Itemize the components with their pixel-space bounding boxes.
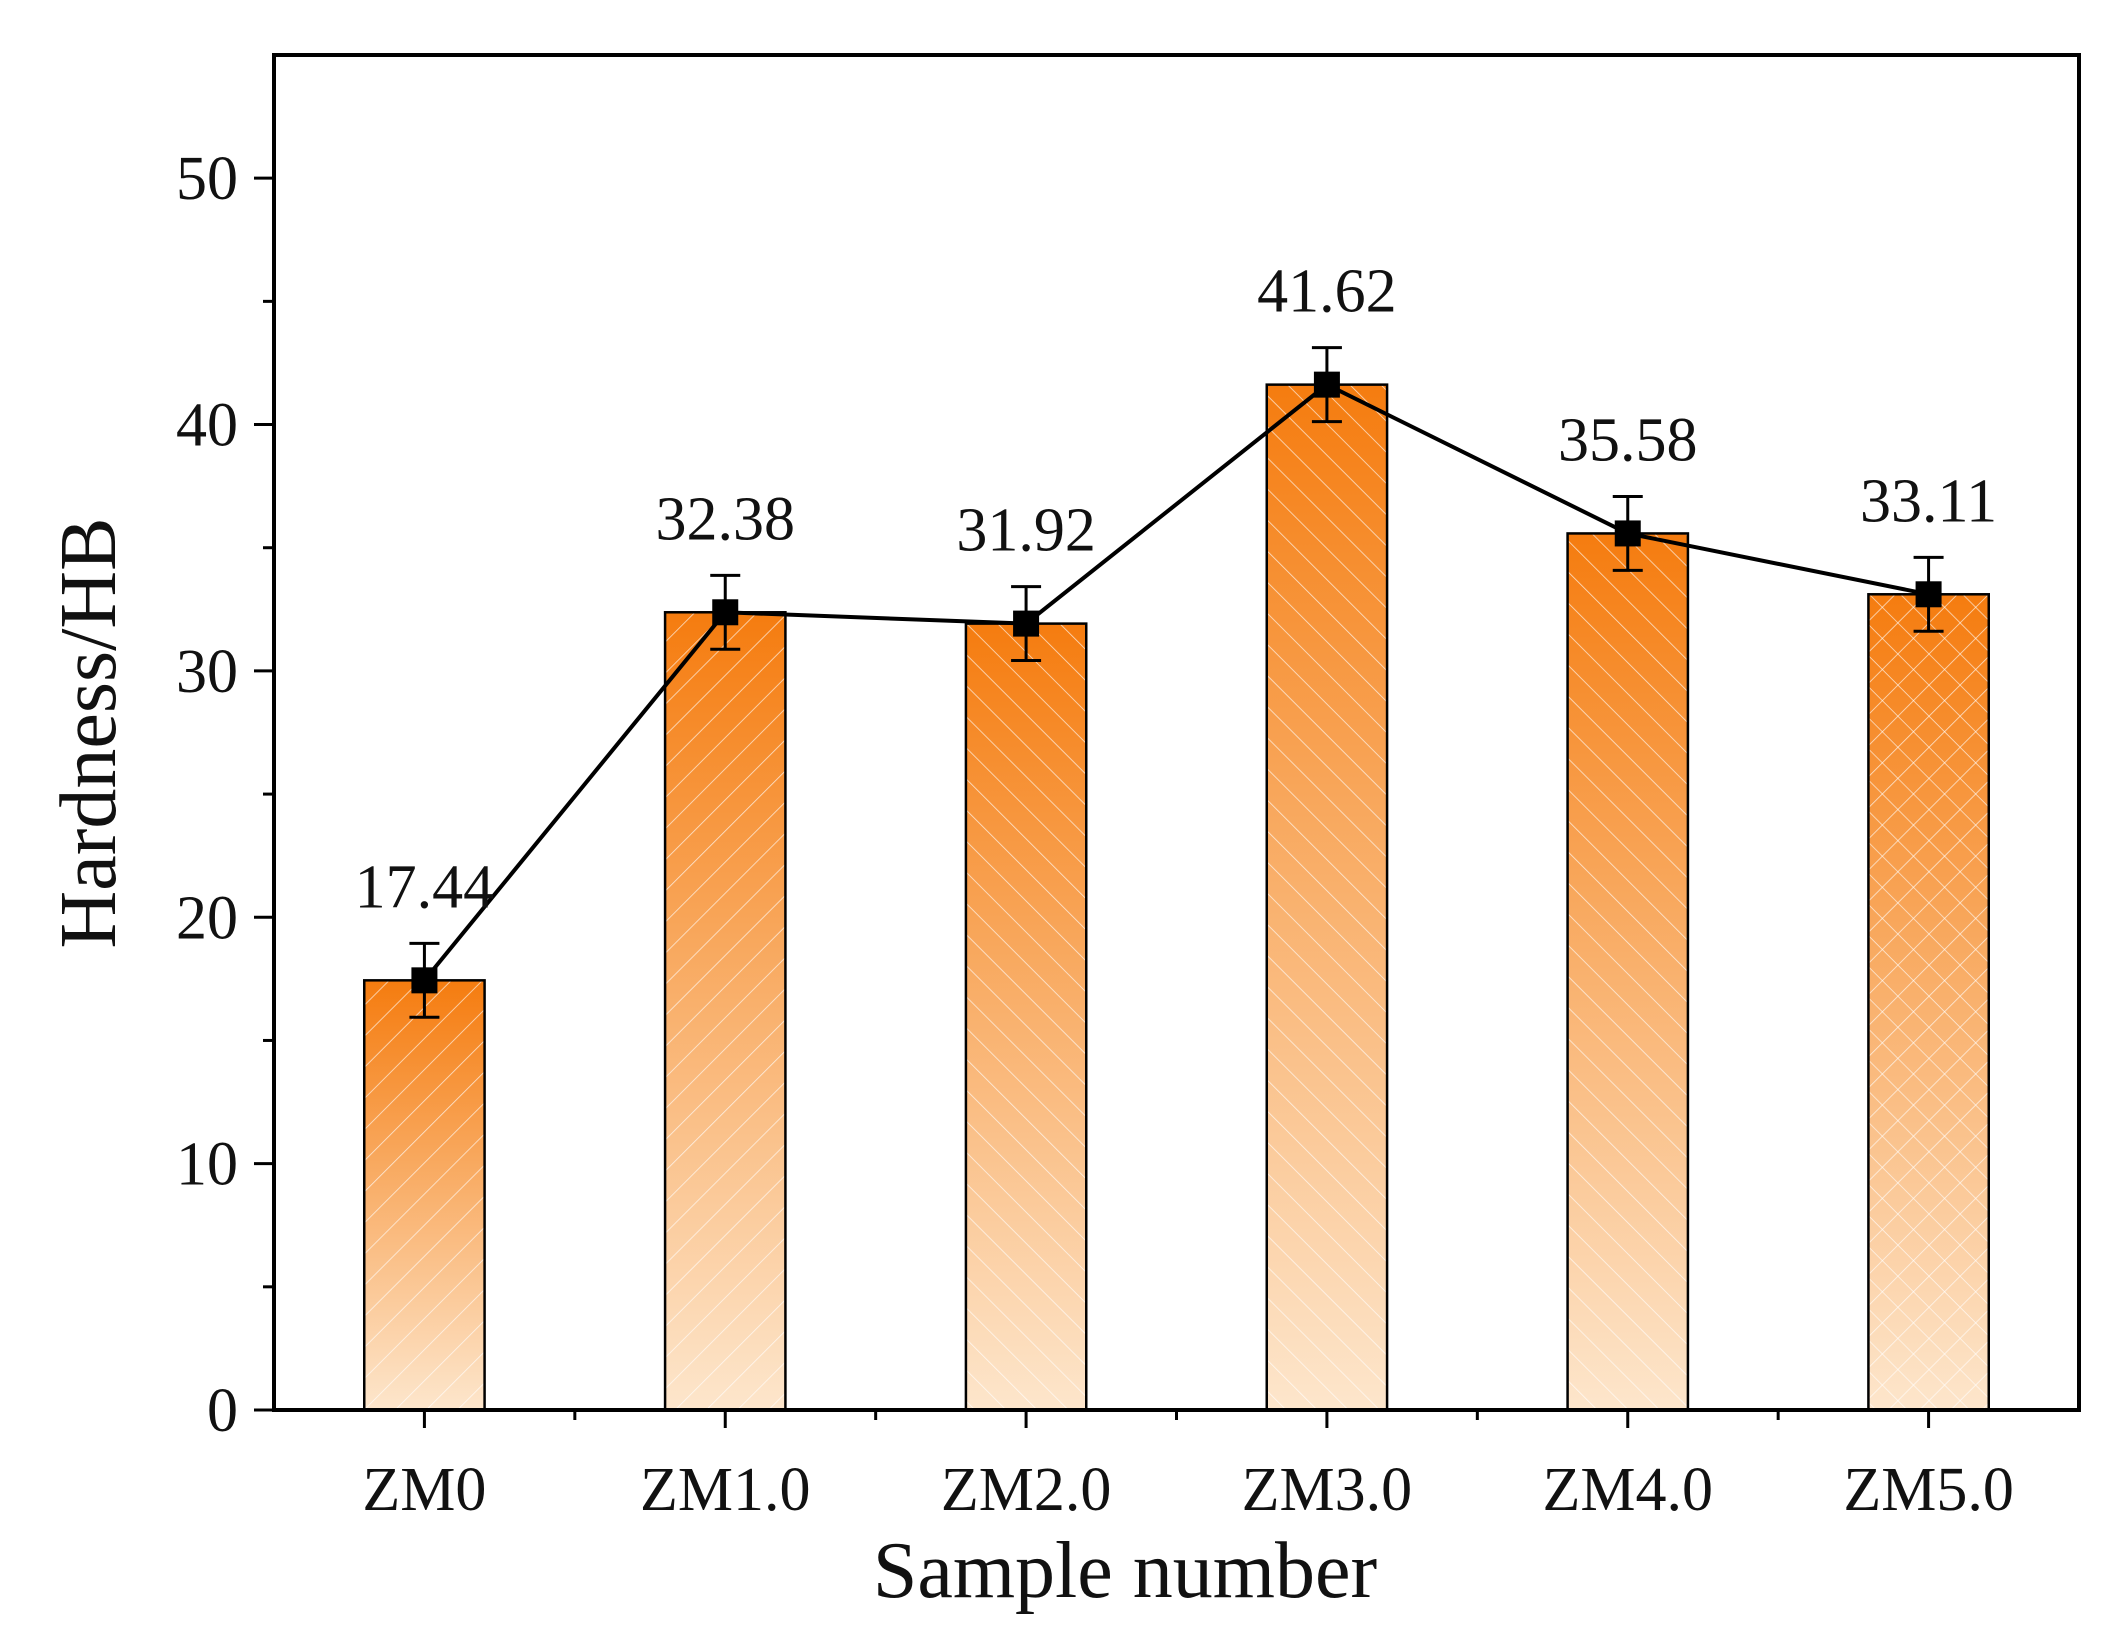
x-tick-label: ZM2.0 [941,1456,1112,1524]
plot-frame [272,53,2081,1412]
x-tick-label: ZM5.0 [1843,1456,2014,1524]
markers-group [411,371,1942,994]
data-marker [1313,371,1340,398]
data-label: 41.62 [1257,258,1397,326]
y-tick-label: 40 [176,392,238,460]
data-label: 31.92 [956,497,1096,565]
data-marker [411,967,438,994]
data-marker [712,599,739,626]
bar-pattern [964,622,1088,1412]
data-marker [1915,581,1942,608]
data-label: 17.44 [355,853,495,921]
x-axis-title: Sample number [873,1527,1377,1615]
data-marker [1013,610,1040,637]
y-tick-label: 20 [176,884,238,952]
bar-pattern [1867,593,1990,1412]
y-tick-labels-group: 0 10 20 30 40 50 [176,145,238,1445]
bar-pattern [363,979,486,1412]
y-axis-title: Hardness/HB [45,517,133,948]
bar-pattern [1265,383,1389,1412]
x-tick-label: ZM4.0 [1543,1456,1714,1524]
data-label: 33.11 [1860,467,1997,535]
error-bars-group [409,346,1944,1019]
x-tick-label: ZM3.0 [1242,1456,1413,1524]
y-tick-label: 10 [176,1131,238,1199]
bar-pattern [663,611,787,1412]
x-tick-label: ZM1.0 [640,1456,811,1524]
y-tick-label: 0 [207,1377,238,1445]
axis-ticks-group [254,176,1931,1428]
y-tick-label: 50 [176,145,238,213]
bar-pattern [1566,532,1690,1412]
x-tick-label: ZM0 [362,1456,486,1524]
value-labels-group: 17.44 32.38 31.92 41.62 35.58 33.11 [355,258,1998,922]
x-tick-labels-group: ZM0 ZM1.0 ZM2.0 ZM3.0 ZM4.0 ZM5.0 [362,1456,2013,1524]
data-label: 32.38 [656,485,796,553]
y-tick-label: 30 [176,638,238,706]
bars-group [363,383,1990,1412]
data-marker [1614,520,1641,547]
data-label: 35.58 [1558,406,1698,474]
trend-line [422,382,1929,982]
